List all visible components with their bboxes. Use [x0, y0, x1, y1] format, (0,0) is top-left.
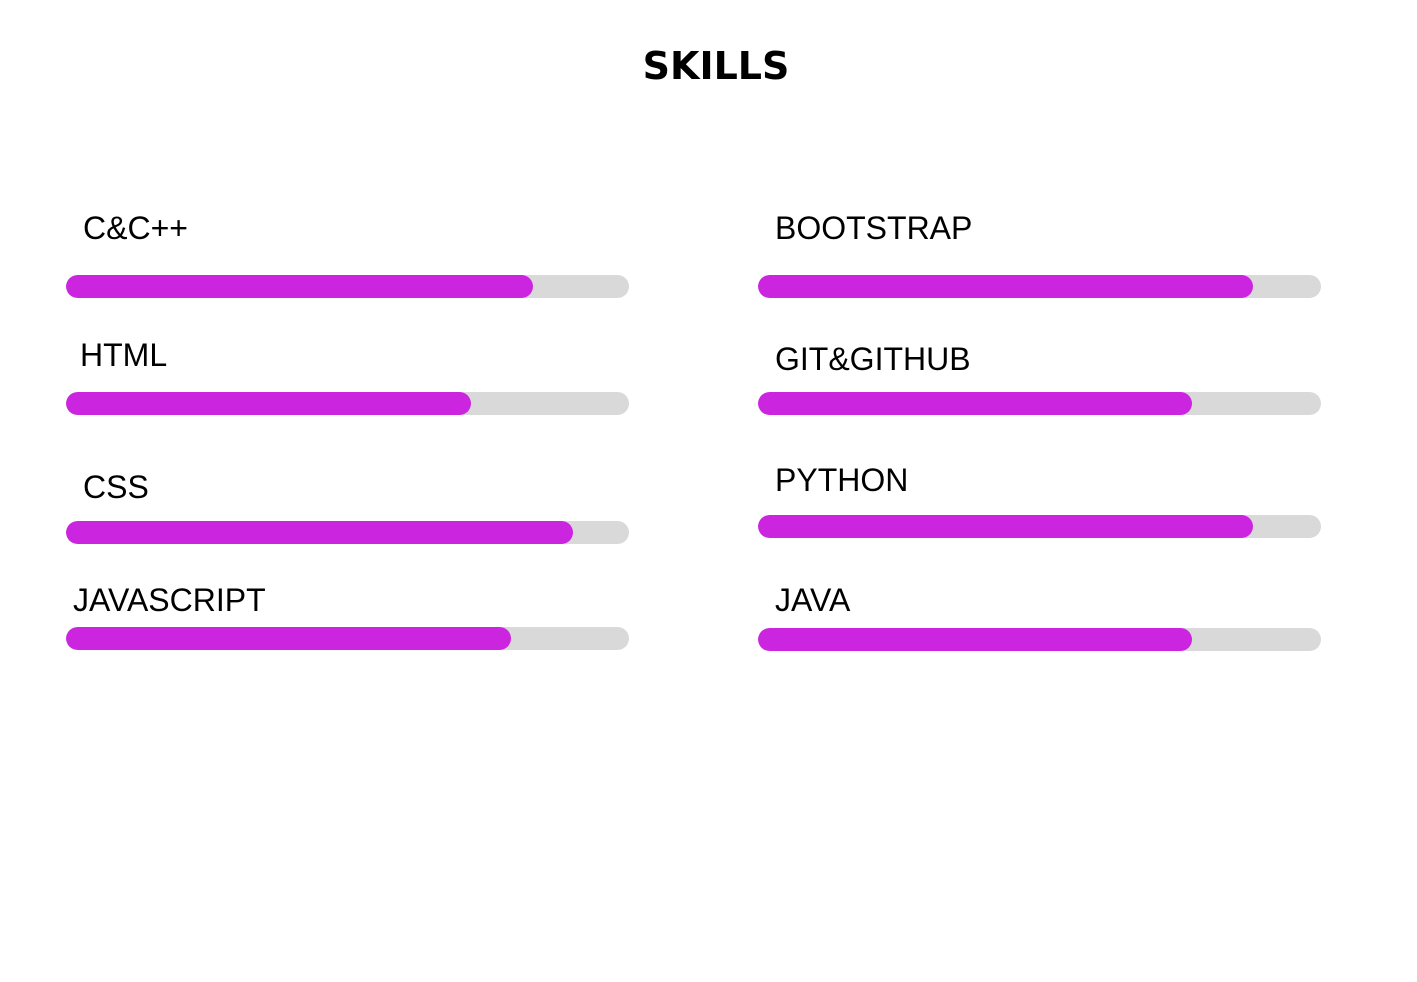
skill-progress-fill — [66, 275, 534, 298]
skill-progress-track — [758, 392, 1321, 415]
skill-progress-fill — [66, 521, 573, 544]
skill-progress-fill — [66, 627, 511, 650]
skill-progress-fill — [758, 392, 1192, 415]
skill-label: CSS — [83, 469, 149, 505]
skill-progress-fill — [758, 275, 1254, 298]
skill-progress-track — [758, 275, 1321, 298]
skill-label: HTML — [80, 337, 168, 373]
skill-label: JAVASCRIPT — [73, 582, 266, 618]
skill-label: JAVA — [775, 582, 851, 618]
skill-progress-fill — [66, 392, 472, 415]
skill-progress-track — [66, 275, 629, 298]
skill-label: PYTHON — [775, 462, 909, 498]
skill-progress-track — [66, 392, 629, 415]
skill-label: GIT&GITHUB — [775, 341, 971, 377]
skill-label: BOOTSTRAP — [775, 210, 973, 246]
skill-progress-track — [758, 515, 1321, 538]
skill-progress-fill — [758, 628, 1192, 651]
skill-progress-fill — [758, 515, 1254, 538]
skill-progress-track — [66, 521, 629, 544]
skill-label: C&C++ — [83, 210, 188, 246]
skill-progress-track — [66, 627, 629, 650]
section-title: SKILLS — [642, 44, 790, 88]
skill-progress-track — [758, 628, 1321, 651]
